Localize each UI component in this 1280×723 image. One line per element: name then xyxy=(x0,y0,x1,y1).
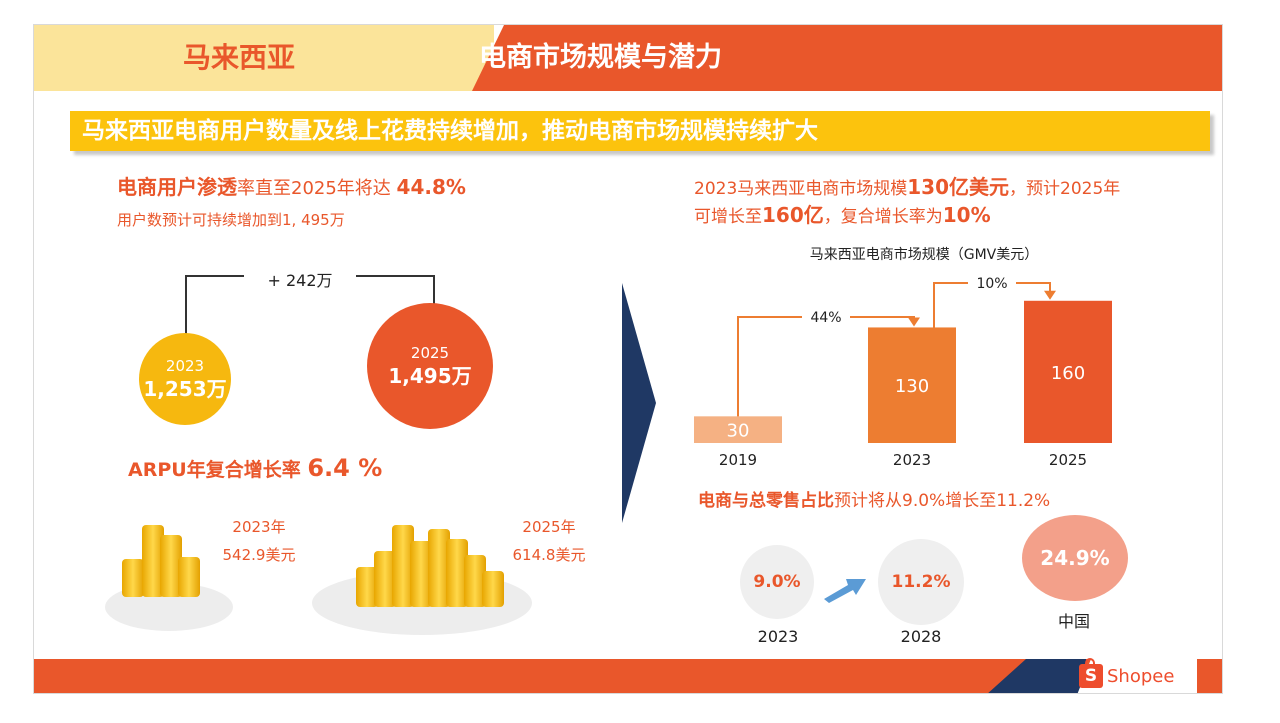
market-value-2023: 130亿美元 xyxy=(907,175,1010,199)
retail-circle-china: 24.9% xyxy=(1022,515,1128,601)
shopee-logo: S Shopee xyxy=(1079,658,1175,688)
shopping-bag-icon: S xyxy=(1079,658,1103,688)
header-right-band xyxy=(472,25,1222,91)
penetration-line: 电商用户渗透率直至2025年将达 44.8% xyxy=(117,171,466,200)
retail-circle-2028: 11.2% xyxy=(878,539,964,625)
arpu-year: 2023年 xyxy=(232,518,286,536)
penetration-label: 电商用户渗透 xyxy=(117,175,237,199)
chart-title: 马来西亚电商市场规模（GMV美元） xyxy=(809,247,1039,263)
section-divider-chevron xyxy=(622,283,656,523)
market-text: 2023马来西亚电商市场规模 xyxy=(694,179,908,199)
arpu-value: 614.8美元 xyxy=(512,546,586,564)
retail-label-bold: 电商与总零售占比 xyxy=(698,491,834,511)
market-text: 可增长至 xyxy=(694,207,762,227)
users-circle-2025: 2025 1,495万 xyxy=(367,303,493,429)
page-title: 电商市场规模与潜力 xyxy=(479,42,722,73)
coin-stacks-illustration xyxy=(105,525,532,635)
bar-2023 xyxy=(868,327,956,443)
headline-banner: 马来西亚电商用户数量及线上花费持续增加，推动电商市场规模持续扩大 xyxy=(70,111,1210,151)
bar-value-label: 30 xyxy=(727,421,750,442)
retail-label-rest: 预计将从9.0%增长至11.2% xyxy=(834,491,1051,511)
arpu-2023-label: 2023年 542.9美元 xyxy=(214,513,304,569)
circle-value: 1,495万 xyxy=(388,364,472,388)
market-text: ，预计2025年 xyxy=(1009,179,1121,199)
retail-value: 9.0% xyxy=(753,572,801,592)
retail-value: 24.9% xyxy=(1040,546,1110,570)
penetration-text: 率直至2025年将达 xyxy=(237,178,391,199)
market-text: ，复合增长率为 xyxy=(823,207,943,227)
arpu-line: ARPU年复合增长率 6.4 % xyxy=(128,454,382,482)
arrow-icon xyxy=(824,579,866,603)
retail-value: 11.2% xyxy=(891,572,951,592)
growth-label-bg xyxy=(802,305,850,327)
arpu-value: 542.9美元 xyxy=(222,546,296,564)
arpu-value: 6.4 % xyxy=(307,454,383,482)
users-circle-2023: 2023 1,253万 xyxy=(139,333,231,425)
users-subtitle: 用户数预计可持续增加到1, 495万 xyxy=(117,211,345,229)
arpu-2025-label: 2025年 614.8美元 xyxy=(504,513,594,569)
logo-text: Shopee xyxy=(1107,665,1175,687)
gmv-bar-chart: 30 2019 130 2023 160 2025 44% 10% xyxy=(694,271,1112,465)
circle-year: 2023 xyxy=(165,357,205,375)
bar-2025 xyxy=(1024,300,1112,443)
bar-value-label: 130 xyxy=(895,376,929,397)
penetration-value: 44.8% xyxy=(396,175,466,199)
increase-label: + 242万 xyxy=(244,267,356,291)
growth-label: 10% xyxy=(976,276,1007,292)
retail-share-line: 电商与总零售占比预计将从9.0%增长至11.2% xyxy=(698,486,1050,511)
growth-arrowhead xyxy=(908,317,920,327)
market-summary: 2023马来西亚电商市场规模130亿美元，预计2025年 可增长至160亿，复合… xyxy=(694,174,1194,230)
x-tick-label: 2023 xyxy=(893,451,931,465)
bar-value-label: 160 xyxy=(1051,363,1085,384)
x-tick-label: 2019 xyxy=(719,451,757,465)
coin-stack-large xyxy=(356,525,504,607)
growth-label: 44% xyxy=(810,310,841,326)
circle-value: 1,253万 xyxy=(143,377,227,401)
retail-year-2028: 2028 xyxy=(900,627,942,646)
retail-year-2023: 2023 xyxy=(757,627,799,646)
bar-2019 xyxy=(694,416,782,443)
market-value-2025: 160亿 xyxy=(762,203,824,227)
header-left-band xyxy=(34,25,494,91)
market-cagr: 10% xyxy=(942,203,991,227)
growth-arrowhead xyxy=(1044,290,1056,300)
circle-year: 2025 xyxy=(410,344,450,362)
region-title: 马来西亚 xyxy=(182,41,295,74)
retail-circle-2023: 9.0% xyxy=(740,545,814,619)
headline-text: 马来西亚电商用户数量及线上花费持续增加，推动电商市场规模持续扩大 xyxy=(82,118,818,144)
slide: 马来西亚 电商市场规模与潜力 马来西亚电商用户数量及线上花费持续增加，推动电商市… xyxy=(33,24,1223,694)
retail-label-china: 中国 xyxy=(1057,612,1090,631)
x-tick-label: 2025 xyxy=(1049,451,1087,465)
arpu-year: 2025年 xyxy=(522,518,576,536)
arpu-label: ARPU年复合增长率 xyxy=(128,459,301,481)
growth-label-bg xyxy=(968,271,1016,293)
coin-stack-small xyxy=(122,525,200,597)
